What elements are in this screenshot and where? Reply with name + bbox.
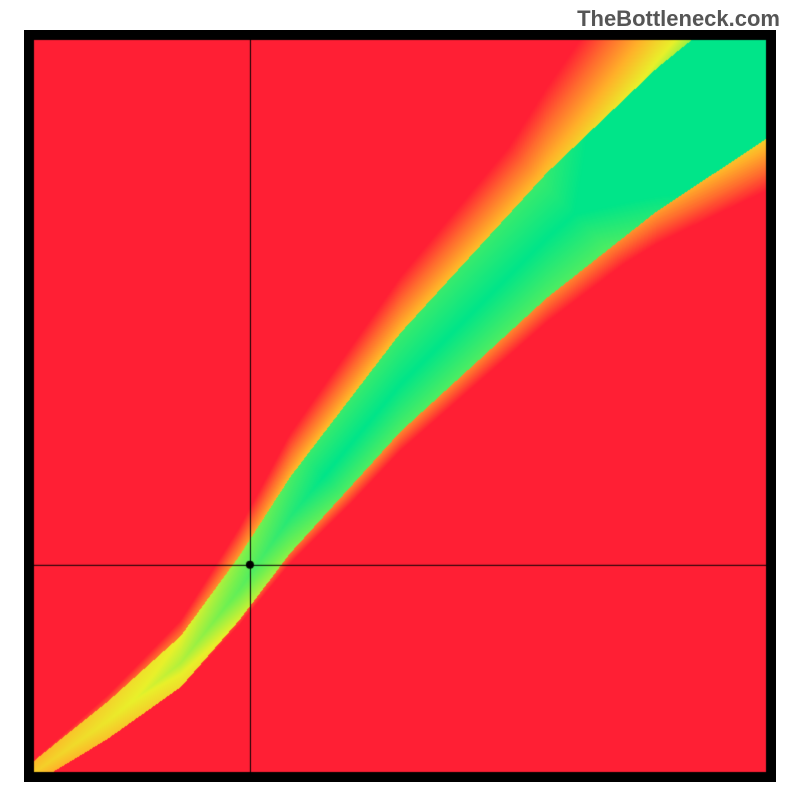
- heatmap-canvas: [24, 30, 776, 782]
- plot-area: [24, 30, 776, 782]
- watermark-text: TheBottleneck.com: [577, 6, 780, 32]
- chart-container: TheBottleneck.com: [0, 0, 800, 800]
